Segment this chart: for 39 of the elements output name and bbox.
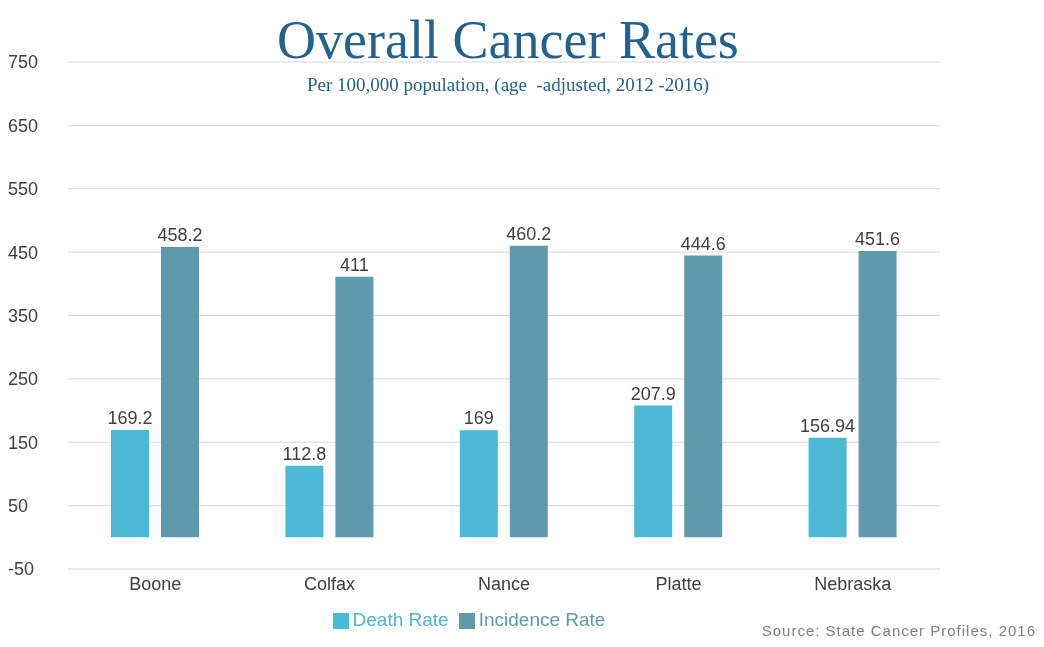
bar — [335, 276, 374, 538]
bar — [509, 245, 548, 538]
y-tick-label: 650 — [8, 115, 39, 136]
bar — [634, 405, 673, 538]
bar — [285, 465, 324, 538]
data-label: 112.8 — [282, 443, 327, 464]
data-label: 460.2 — [506, 223, 552, 244]
x-tick-label: Nebraska — [814, 573, 893, 594]
x-tick-label: Nance — [477, 573, 531, 594]
bar — [111, 430, 149, 538]
y-tick-label: 150 — [8, 432, 39, 453]
y-tick-label: 550 — [8, 179, 39, 200]
bar — [684, 255, 723, 538]
legend-label: Death Rate — [352, 609, 449, 630]
data-label: 451.6 — [855, 229, 901, 250]
y-tick-label: 750 — [8, 52, 39, 73]
y-tick-label: 450 — [8, 242, 39, 263]
chart-title: Overall Cancer Rates — [277, 10, 739, 70]
bar — [858, 251, 897, 538]
y-tick-label: 350 — [8, 305, 39, 326]
legend-label: Incidence Rate — [478, 609, 606, 630]
bar — [161, 246, 199, 538]
data-label: 169.2 — [107, 408, 153, 429]
data-label: 156.94 — [800, 415, 856, 436]
bar — [808, 437, 847, 538]
x-tick-label: Platte — [655, 573, 702, 594]
text: Per 100,000 population, (age -adjusted, 2012 -2016) — [305, 74, 711, 96]
data-label: 411 — [340, 254, 369, 275]
data-label: 444.6 — [680, 233, 726, 254]
y-tick-label: 250 — [8, 369, 39, 390]
source-note: Source: State Cancer Profiles, 2016 — [761, 622, 1036, 639]
data-label: 207.9 — [630, 383, 676, 404]
x-tick-label: Boone — [129, 573, 182, 594]
bar — [459, 430, 498, 538]
data-label: 458.2 — [157, 224, 203, 245]
x-tick-label: Colfax — [304, 573, 356, 594]
y-tick-label: 50 — [8, 496, 29, 517]
y-tick-label: -50 — [8, 559, 35, 580]
data-label: 169 — [463, 408, 494, 429]
